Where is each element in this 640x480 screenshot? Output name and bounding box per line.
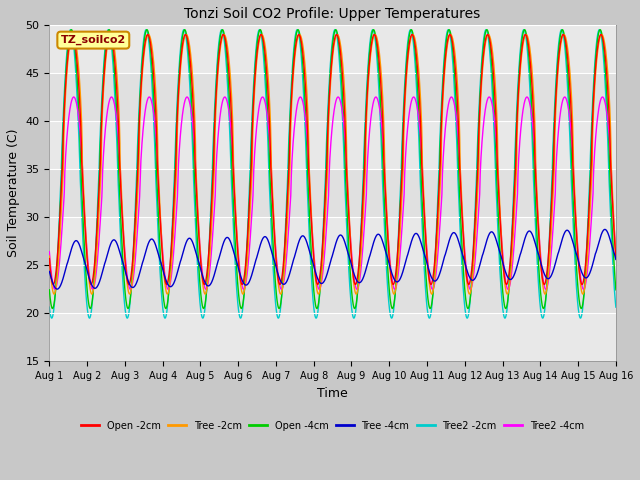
- Text: TZ_soilco2: TZ_soilco2: [61, 35, 126, 45]
- Bar: [49, 121, 616, 169]
- Bar: [49, 265, 616, 313]
- Y-axis label: Soil Temperature (C): Soil Temperature (C): [7, 129, 20, 257]
- Bar: [49, 25, 616, 73]
- X-axis label: Time: Time: [317, 387, 348, 400]
- Bar: [49, 217, 616, 265]
- Title: Tonzi Soil CO2 Profile: Upper Temperatures: Tonzi Soil CO2 Profile: Upper Temperatur…: [184, 7, 481, 21]
- Legend: Open -2cm, Tree -2cm, Open -4cm, Tree -4cm, Tree2 -2cm, Tree2 -4cm: Open -2cm, Tree -2cm, Open -4cm, Tree -4…: [77, 417, 588, 434]
- Bar: [49, 73, 616, 121]
- Bar: [49, 169, 616, 217]
- Bar: [49, 313, 616, 361]
